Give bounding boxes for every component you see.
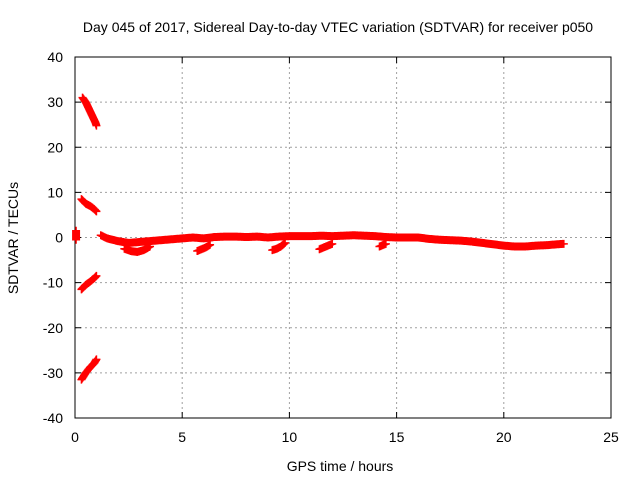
x-tick-label: 5 [178, 429, 186, 445]
series-markers [375, 239, 390, 251]
y-tick-label: 40 [47, 49, 63, 65]
series-dip-1 [120, 242, 155, 256]
x-tick-label: 10 [282, 429, 298, 445]
series-arc-upper-low [77, 195, 101, 216]
series-markers [77, 271, 101, 294]
y-tick-labels: -40 -30 -20 -10 0 10 20 30 40 [43, 49, 63, 426]
y-tick-label: -40 [43, 410, 63, 426]
y-axis-label: SDTVAR / TECUs [5, 182, 21, 294]
series-main-trace [96, 231, 568, 251]
series-arc-start-spike [72, 226, 81, 244]
data-points [72, 93, 568, 384]
series-dip-2 [193, 240, 215, 256]
series-markers [77, 195, 101, 216]
y-tick-label: -10 [43, 275, 63, 291]
series-dip-4 [315, 239, 337, 254]
series-markers [78, 93, 101, 130]
series-arc-lower-high [77, 271, 101, 294]
y-tick-label: 0 [55, 230, 63, 246]
series-dip-3 [268, 238, 290, 255]
y-tick-label: 10 [47, 184, 63, 200]
x-axis-label: GPS time / hours [287, 458, 394, 474]
x-tick-label: 20 [496, 429, 512, 445]
series-markers [120, 242, 155, 256]
series-markers [315, 239, 337, 254]
y-tick-label: -20 [43, 320, 63, 336]
x-tick-label: 15 [389, 429, 405, 445]
series-markers [193, 240, 215, 256]
x-tick-labels: 0 5 10 15 20 25 [71, 429, 619, 445]
x-tick-label: 0 [71, 429, 79, 445]
series-arc-lower-low [77, 355, 101, 384]
series-markers [96, 231, 568, 251]
series-dip-5 [375, 239, 390, 251]
series-markers [77, 355, 101, 384]
chart-title: Day 045 of 2017, Sidereal Day-to-day VTE… [83, 19, 593, 35]
y-tick-label: 30 [47, 94, 63, 110]
grid-lines [75, 57, 611, 418]
series-arc-upper-high [78, 93, 101, 130]
series-markers [72, 226, 81, 244]
x-tick-label: 25 [603, 429, 619, 445]
y-tick-label: 20 [47, 139, 63, 155]
y-tick-label: -30 [43, 365, 63, 381]
series-markers [268, 238, 290, 255]
